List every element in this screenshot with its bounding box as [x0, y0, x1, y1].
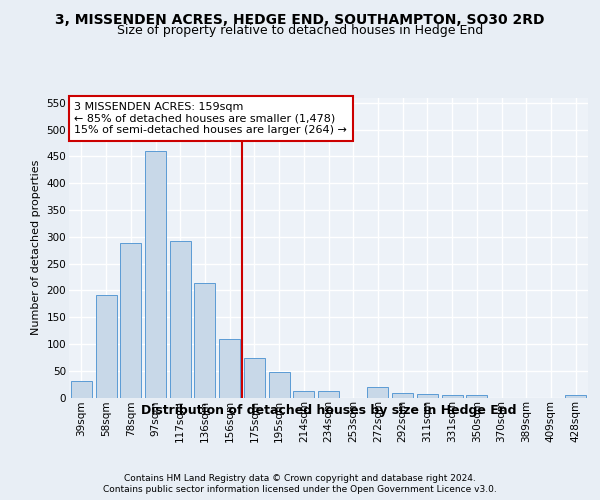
- Bar: [417, 394, 438, 398]
- Bar: [293, 390, 314, 398]
- Bar: [269, 372, 290, 398]
- Bar: [565, 395, 586, 398]
- Bar: [318, 391, 339, 398]
- Bar: [145, 151, 166, 398]
- Text: Contains HM Land Registry data © Crown copyright and database right 2024.: Contains HM Land Registry data © Crown c…: [124, 474, 476, 483]
- Bar: [71, 382, 92, 398]
- Bar: [367, 388, 388, 398]
- Y-axis label: Number of detached properties: Number of detached properties: [31, 160, 41, 335]
- Text: Distribution of detached houses by size in Hedge End: Distribution of detached houses by size …: [141, 404, 517, 417]
- Text: Size of property relative to detached houses in Hedge End: Size of property relative to detached ho…: [117, 24, 483, 37]
- Bar: [392, 393, 413, 398]
- Bar: [442, 395, 463, 398]
- Bar: [466, 396, 487, 398]
- Bar: [244, 358, 265, 398]
- Text: 3, MISSENDEN ACRES, HEDGE END, SOUTHAMPTON, SO30 2RD: 3, MISSENDEN ACRES, HEDGE END, SOUTHAMPT…: [55, 12, 545, 26]
- Bar: [95, 294, 116, 398]
- Bar: [194, 284, 215, 398]
- Bar: [120, 243, 141, 398]
- Text: Contains public sector information licensed under the Open Government Licence v3: Contains public sector information licen…: [103, 485, 497, 494]
- Bar: [170, 241, 191, 398]
- Bar: [219, 338, 240, 398]
- Text: 3 MISSENDEN ACRES: 159sqm
← 85% of detached houses are smaller (1,478)
15% of se: 3 MISSENDEN ACRES: 159sqm ← 85% of detac…: [74, 102, 347, 135]
